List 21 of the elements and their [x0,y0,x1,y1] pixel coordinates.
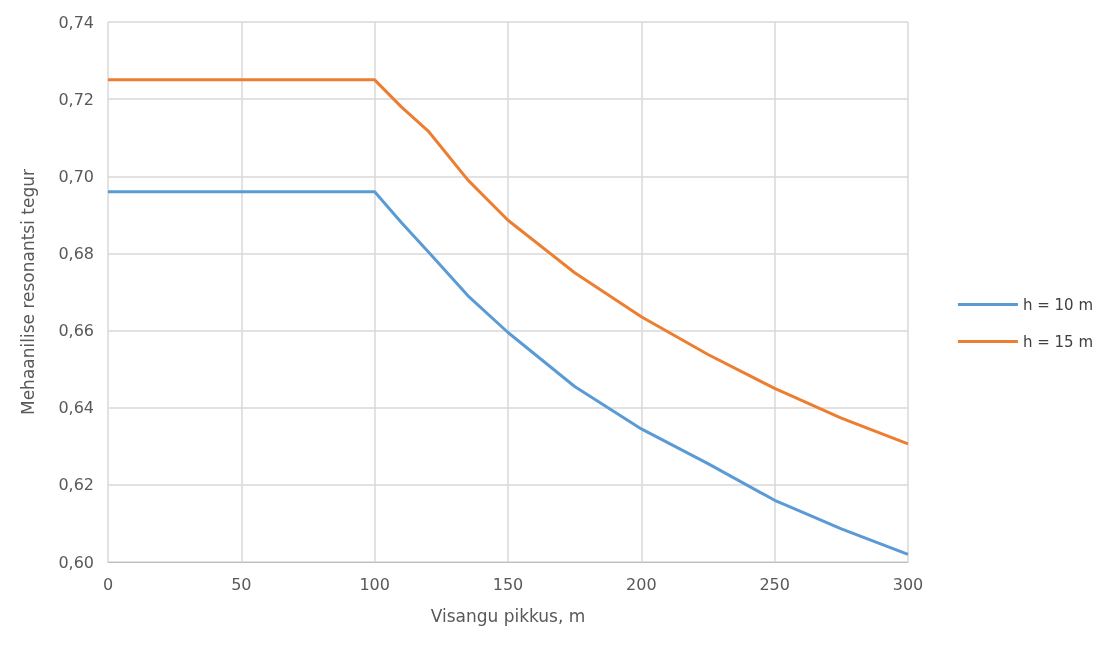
line-series [106,78,910,446]
x-tick-label: 200 [626,574,657,594]
y-tick-label: 0,60 [58,552,94,572]
x-tick-label: 0 [102,574,114,594]
legend-label: h = 15 m [1022,332,1093,351]
legend-label: h = 10 m [1022,295,1093,314]
x-tick-label: 150 [492,574,524,594]
x-tick-label: 50 [231,574,252,594]
x-tick-label: 100 [359,574,390,594]
y-tick-label: 0,62 [58,475,94,495]
x-tick-label: 250 [759,574,790,594]
x-tick-label: 300 [892,574,924,594]
y-tick-label: 0,68 [58,243,94,263]
y-tick-label: 0,74 [58,12,94,32]
x-axis-title: Visangu pikkus, m [430,605,586,626]
y-tick-label: 0,70 [58,166,94,186]
line-series [106,190,910,556]
y-tick-label: 0,72 [58,89,94,109]
y-axis-title: Mehaanilise resonantsi tegur [17,168,38,416]
y-tick-label: 0,66 [58,321,94,341]
y-tick-label: 0,64 [58,398,94,418]
